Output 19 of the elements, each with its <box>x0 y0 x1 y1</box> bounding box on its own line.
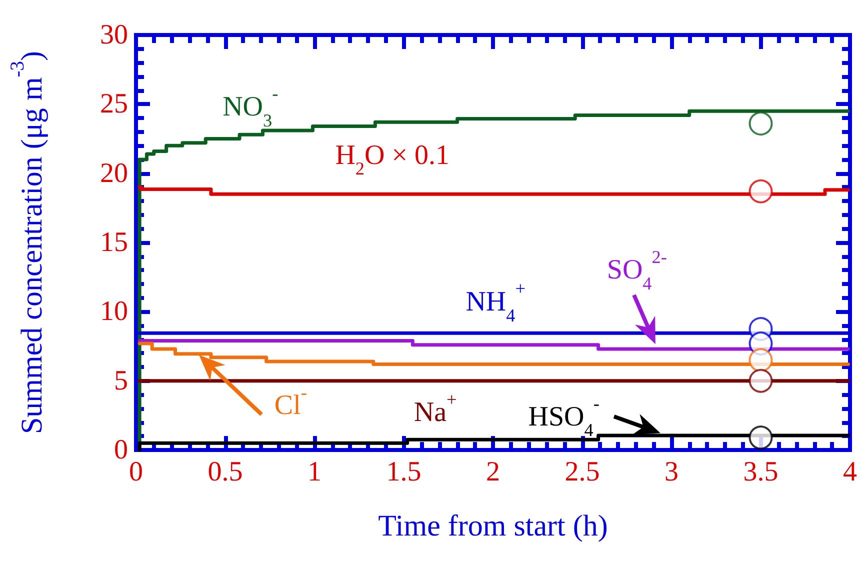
y-tick-label: 5 <box>114 365 128 396</box>
x-tick-label: 3 <box>664 456 678 488</box>
x-tick-label: 2 <box>486 456 500 488</box>
y-tick-label: 0 <box>114 434 128 466</box>
y-tick-label: 15 <box>100 227 128 258</box>
x-tick-label: 2.5 <box>564 456 600 488</box>
y-tick-label: 30 <box>100 20 128 50</box>
y-tick-label: 20 <box>100 158 128 189</box>
series-label: Na+ <box>414 389 457 428</box>
legend-label: Cl- <box>274 382 307 422</box>
x-tick-label: 1.5 <box>386 456 422 488</box>
x-tick-label: 3.5 <box>743 456 778 488</box>
x-tick-label: 0.5 <box>208 456 243 488</box>
x-axis-title: Time from start (h) <box>378 510 608 542</box>
y-tick-label: 10 <box>100 296 128 328</box>
y-axis-title: Summed concentration (μg m-3) <box>8 50 48 434</box>
y-tick-label: 25 <box>100 88 128 120</box>
x-tick-label: 1 <box>308 456 322 488</box>
x-tick-label: 4 <box>843 456 857 488</box>
